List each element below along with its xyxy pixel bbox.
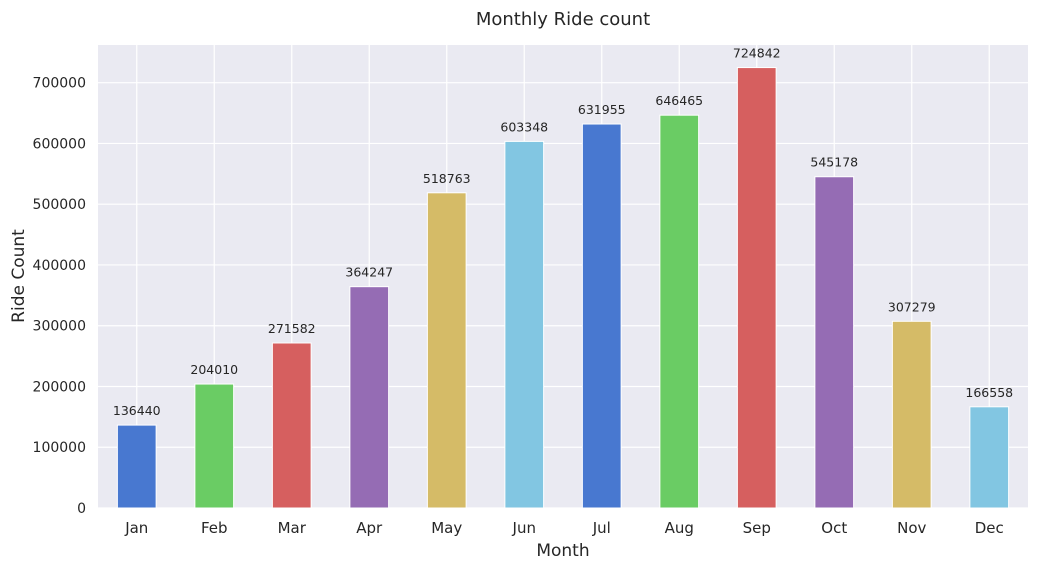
- data-label-sep: 724842: [733, 46, 781, 61]
- bar-may: [426, 192, 467, 509]
- bars: [116, 67, 1010, 509]
- bar-oct: [814, 176, 855, 509]
- data-label-dec: 166558: [965, 385, 1013, 400]
- data-label-feb: 204010: [190, 362, 238, 377]
- x-tick-label-aug: Aug: [665, 519, 694, 537]
- y-tick-label: 600000: [33, 136, 86, 152]
- x-tick-label-jul: Jul: [592, 519, 611, 537]
- y-tick-label: 400000: [33, 258, 86, 274]
- data-label-oct: 545178: [810, 155, 858, 170]
- data-label-jan: 136440: [113, 403, 161, 418]
- data-label-mar: 271582: [268, 321, 316, 336]
- bar-sep: [736, 67, 777, 509]
- x-tick-label-may: May: [431, 519, 462, 537]
- x-tick-label-jan: Jan: [124, 519, 148, 537]
- y-tick-label: 700000: [33, 76, 86, 92]
- y-axis-label: Ride Count: [9, 229, 29, 323]
- x-tick-label-jun: Jun: [512, 519, 536, 537]
- bar-jul: [581, 123, 622, 509]
- bar-jan: [116, 424, 157, 509]
- data-label-jul: 631955: [578, 102, 626, 117]
- y-tick-label: 0: [77, 501, 86, 517]
- bar-nov: [891, 320, 932, 509]
- x-tick-label-nov: Nov: [897, 519, 926, 537]
- bar-feb: [194, 383, 235, 509]
- bar-aug: [659, 114, 700, 509]
- data-label-apr: 364247: [345, 265, 393, 280]
- y-tick-label: 200000: [33, 379, 86, 395]
- data-label-may: 518763: [423, 171, 471, 186]
- bar-dec: [969, 406, 1010, 509]
- x-tick-label-oct: Oct: [821, 519, 847, 537]
- x-tick-label-apr: Apr: [356, 519, 383, 537]
- y-axis-ticks: 0 100000 200000 300000 400000 500000 600000 700…: [33, 76, 86, 517]
- chart-title: Monthly Ride count: [476, 9, 650, 30]
- x-tick-label-mar: Mar: [278, 519, 307, 537]
- bar-jun: [504, 140, 545, 509]
- data-labels: 136440 204010 271582 364247 518763 603348 6319…: [113, 46, 1013, 419]
- x-tick-label-dec: Dec: [975, 519, 1004, 537]
- y-tick-label: 300000: [33, 319, 86, 335]
- data-label-aug: 646465: [655, 93, 703, 108]
- x-axis-ticks: Jan Feb Mar Apr May Jun Jul Aug Sep Oct Nov Dec: [124, 519, 1004, 537]
- y-tick-label: 500000: [33, 197, 86, 213]
- data-label-jun: 603348: [500, 119, 548, 134]
- y-tick-label: 100000: [33, 440, 86, 456]
- bar-mar: [271, 342, 312, 509]
- x-tick-label-sep: Sep: [743, 519, 771, 537]
- x-tick-label-feb: Feb: [201, 519, 228, 537]
- plot-area: [98, 45, 1028, 508]
- bar-apr: [349, 286, 390, 509]
- data-label-nov: 307279: [888, 299, 936, 314]
- x-axis-label: Month: [536, 541, 589, 561]
